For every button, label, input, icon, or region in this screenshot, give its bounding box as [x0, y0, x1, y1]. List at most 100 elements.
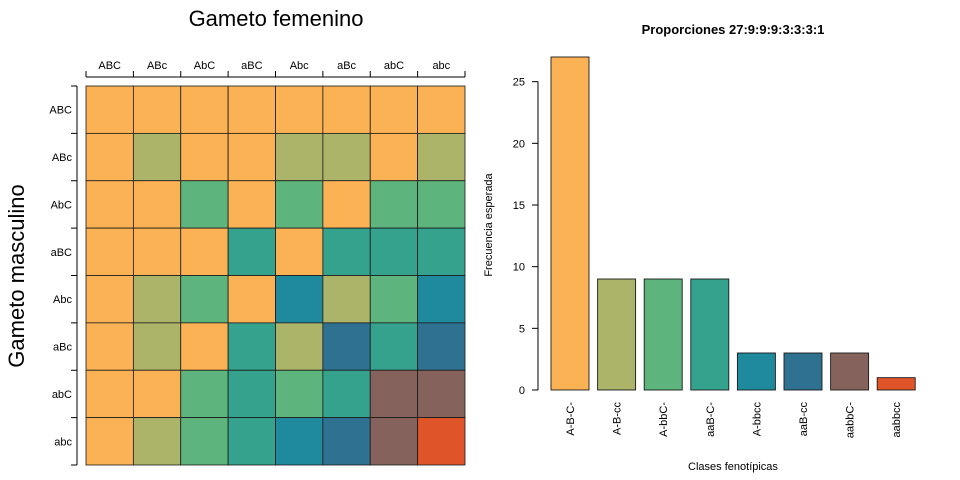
punnett-square: Gameto femenino Gameto masculino ABC ABc A… [4, 6, 466, 466]
punnett-cell [227, 417, 276, 466]
punnett-cell [275, 369, 324, 419]
bars [550, 56, 916, 391]
punnett-cell [132, 85, 182, 134]
punnett-title: Gameto femenino [189, 6, 364, 31]
punnett-cell [369, 417, 419, 466]
punnett-cell [322, 417, 371, 466]
punnett-cell [275, 227, 324, 276]
chart-ylabel: Frecuencia esperada [483, 172, 495, 276]
punnett-cell [227, 180, 276, 229]
row-label: AbC [51, 199, 72, 211]
punnett-cell [275, 275, 324, 324]
punnett-cell [85, 369, 134, 419]
punnett-cell [369, 85, 419, 134]
punnett-cell [417, 322, 466, 371]
bar-chart: Proporciones 27:9:9:9:3:3:3:1 Frecuencia… [483, 22, 916, 473]
punnett-cell [322, 227, 371, 276]
punnett-cell [132, 322, 182, 371]
punnett-cell [369, 180, 419, 229]
punnett-cell [227, 132, 276, 182]
punnett-cell [132, 227, 182, 276]
punnett-cell [275, 180, 324, 229]
punnett-cell [417, 417, 466, 466]
punnett-cell [227, 227, 276, 276]
punnett-cell [369, 322, 419, 371]
punnett-cell [322, 322, 371, 371]
punnett-cell [180, 417, 229, 466]
row-label: ABc [52, 152, 73, 164]
bar-A-bbC- [643, 278, 683, 391]
col-label: AbC [194, 60, 215, 72]
bar-A-bbcc [736, 352, 776, 391]
row-label: Abc [53, 294, 72, 306]
punnett-axes: ABC ABc AbC aBC Abc aBc abC abc ABC ABc AbC aBC Abc a… [49, 60, 466, 466]
punnett-cell [180, 180, 229, 229]
x-tick-label: aaB-cc [798, 402, 810, 437]
punnett-cell [417, 275, 466, 324]
col-label: aBC [241, 60, 262, 72]
punnett-cell [227, 369, 276, 419]
x-tick-label: A-B-cc [612, 402, 624, 436]
col-label: abC [384, 60, 404, 72]
punnett-cell [227, 275, 276, 324]
punnett-cell [180, 132, 229, 182]
punnett-cell [322, 275, 371, 324]
bar-aaB-cc [783, 352, 823, 391]
punnett-cell [180, 275, 229, 324]
punnett-cell [132, 132, 182, 182]
x-tick-label: aabbcc [891, 402, 903, 438]
punnett-cell [227, 85, 276, 134]
punnett-cell [275, 85, 324, 134]
row-label: aBC [51, 247, 72, 259]
chart-xlabel: Clases fenotípicas [688, 461, 778, 473]
punnett-cell [85, 85, 134, 134]
x-tick-labels: A-B-C- A-B-cc A-bbC-aaB-C- A-bbcc aaB-cc aabb… [565, 402, 903, 439]
punnett-cell [275, 132, 324, 182]
punnett-cell [369, 369, 419, 419]
punnett-cell [275, 417, 324, 466]
punnett-cell [180, 369, 229, 419]
punnett-cell [85, 180, 134, 229]
punnett-cell [275, 322, 324, 371]
punnett-cells [85, 85, 466, 466]
row-label: aBc [53, 342, 72, 354]
punnett-cell [417, 227, 466, 276]
punnett-cell [85, 275, 134, 324]
punnett-cell [180, 85, 229, 134]
col-label: ABc [147, 60, 168, 72]
col-label: Abc [290, 60, 309, 72]
punnett-cell [180, 227, 229, 276]
punnett-cell [322, 132, 371, 182]
punnett-cell [417, 369, 466, 419]
x-tick-label: A-bbC- [658, 402, 670, 437]
punnett-cell [132, 180, 182, 229]
row-label: abc [54, 436, 72, 448]
punnett-cell [369, 275, 419, 324]
punnett-cell [417, 180, 466, 229]
punnett-cell [227, 322, 276, 371]
y-tick-label: 10 [513, 262, 525, 274]
col-label: abc [432, 60, 450, 72]
punnett-cell [180, 322, 229, 371]
y-tick-label: 0 [519, 385, 525, 397]
punnett-ylabel: Gameto masculino [4, 184, 29, 367]
punnett-cell [322, 369, 371, 419]
x-tick-label: aabbC- [845, 402, 857, 438]
y-tick-label: 25 [513, 77, 525, 89]
punnett-cell [132, 369, 182, 419]
punnett-cell [132, 275, 182, 324]
y-tick-label: 15 [513, 200, 525, 212]
punnett-cell [85, 227, 134, 276]
bar-A-B-cc [597, 278, 637, 391]
punnett-cell [322, 180, 371, 229]
col-label: ABC [98, 60, 121, 72]
punnett-cell [85, 132, 134, 182]
punnett-cell [417, 132, 466, 182]
punnett-cell [322, 85, 371, 134]
row-label: ABC [49, 105, 72, 117]
row-label: abC [52, 389, 72, 401]
bar-A-B-C- [550, 56, 590, 391]
y-tick-label: 20 [513, 138, 525, 150]
x-tick-label: A-B-C- [565, 402, 577, 436]
